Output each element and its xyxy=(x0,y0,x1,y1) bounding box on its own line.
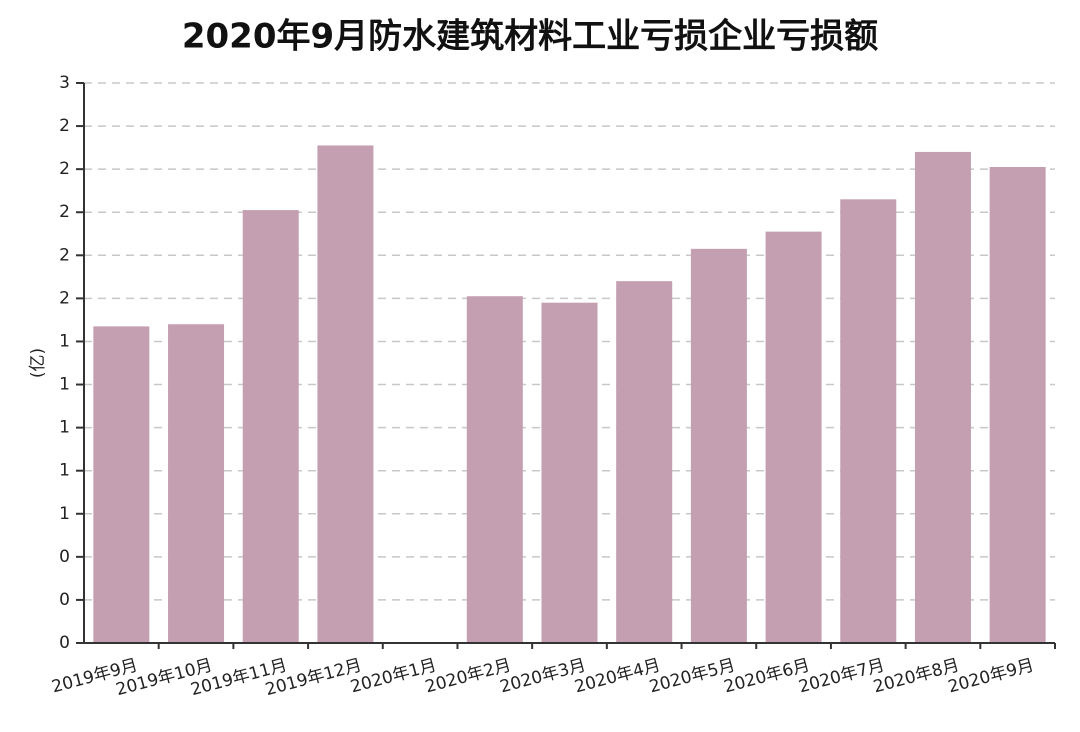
y-tick-label: 2 xyxy=(59,116,70,136)
chart-title: 2020年9月防水建筑材料工业亏损企业亏损额 xyxy=(182,17,878,57)
y-tick-label: 1 xyxy=(59,504,70,524)
y-tick-label: 3 xyxy=(59,73,70,93)
y-tick-label: 2 xyxy=(59,245,70,265)
bar xyxy=(242,210,299,644)
bar xyxy=(466,296,523,643)
x-tick-label: 2020年7月 xyxy=(797,655,887,697)
bar xyxy=(93,326,150,643)
x-tick-label: 2020年3月 xyxy=(498,655,588,697)
x-tick-label: 2020年8月 xyxy=(871,655,961,697)
y-tick-label: 0 xyxy=(59,633,70,653)
bar xyxy=(765,231,822,643)
x-tick-label: 2020年1月 xyxy=(348,655,438,697)
x-tick-label: 2020年9月 xyxy=(946,655,1036,697)
bar xyxy=(168,324,225,643)
y-tick-label: 0 xyxy=(59,590,70,610)
bar xyxy=(690,248,747,643)
bar xyxy=(541,302,598,643)
y-tick-label: 0 xyxy=(59,547,70,567)
y-axis-label: (亿) xyxy=(28,348,48,378)
y-tick-label: 1 xyxy=(59,418,70,438)
x-tick-label: 2020年6月 xyxy=(722,655,812,697)
y-tick-label: 2 xyxy=(59,288,70,308)
y-tick-label: 1 xyxy=(59,375,70,395)
y-tick-label: 1 xyxy=(59,461,70,481)
x-tick-label: 2020年2月 xyxy=(423,655,513,697)
bar xyxy=(317,145,374,643)
y-tick-label: 2 xyxy=(59,159,70,179)
bar xyxy=(989,167,1046,643)
bar xyxy=(914,151,971,643)
bar xyxy=(840,199,897,644)
x-tick-label: 2020年4月 xyxy=(573,655,663,697)
bar xyxy=(616,281,673,643)
y-tick-label: 1 xyxy=(59,331,70,351)
x-tick-label: 2020年5月 xyxy=(647,655,737,697)
y-tick-label: 2 xyxy=(59,202,70,222)
